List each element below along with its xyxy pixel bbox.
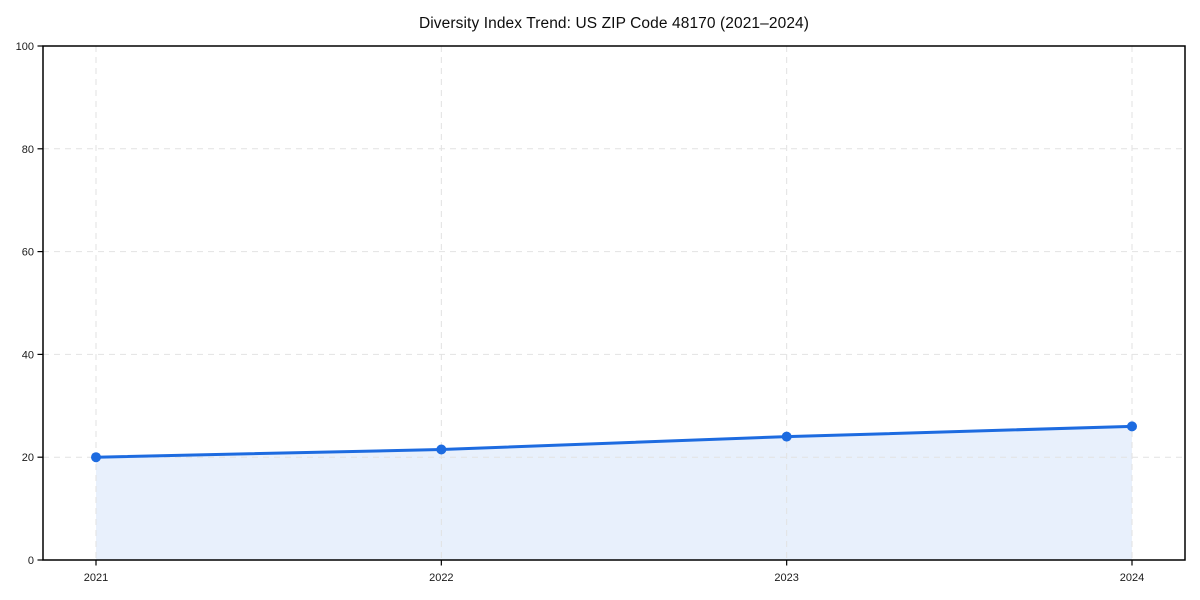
data-point-2023 <box>781 431 792 442</box>
y-tick-label: 80 <box>22 144 34 156</box>
data-point-2024 <box>1127 421 1137 432</box>
chart-title: Diversity Index Trend: US ZIP Code 48170… <box>418 15 810 32</box>
data-point-2022 <box>436 444 447 455</box>
y-tick-label: 40 <box>22 349 34 361</box>
x-tick-label: 2022 <box>429 572 453 584</box>
x-tick-label: 2023 <box>774 572 798 584</box>
y-tick-label: 60 <box>22 247 34 259</box>
data-point-2021 <box>91 452 101 463</box>
x-tick-label: 2024 <box>1120 572 1144 584</box>
trend-line <box>94 424 1134 459</box>
y-tick-label: 20 <box>22 452 34 464</box>
y-tick-label: 100 <box>16 41 34 53</box>
area-fill <box>96 426 1132 560</box>
x-tick-label: 2021 <box>84 572 108 584</box>
plot-border <box>42 45 1186 561</box>
y-tick-label: 0 <box>28 555 34 567</box>
